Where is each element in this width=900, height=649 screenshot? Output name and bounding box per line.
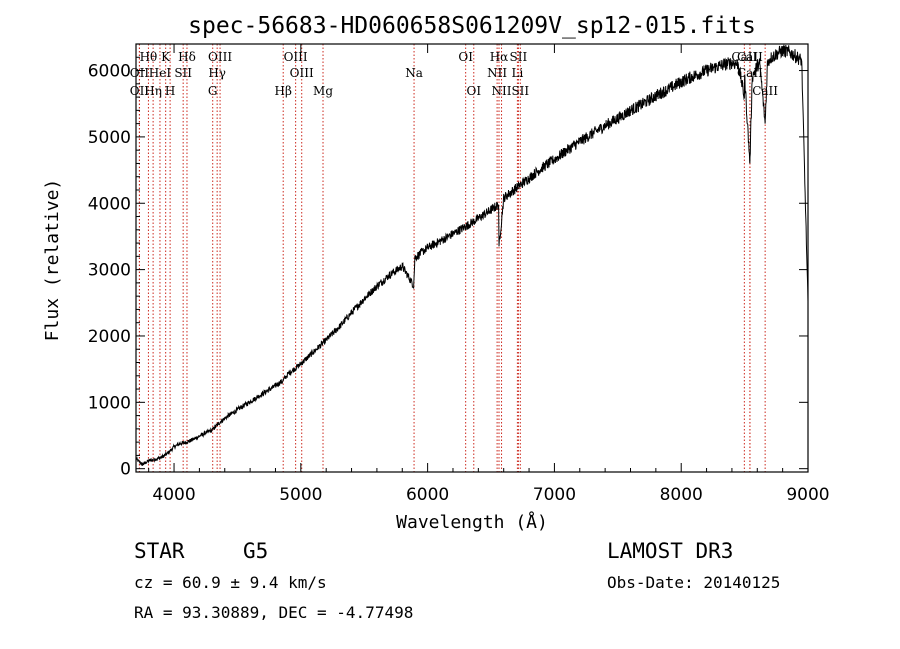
coordinates: RA = 93.30889, DEC = -4.77498 bbox=[134, 603, 414, 622]
spectral-line-label: SII bbox=[510, 50, 528, 64]
spectral-line-label: Hα bbox=[490, 50, 509, 64]
x-tick-label: 4000 bbox=[152, 485, 195, 505]
spectral-line-label: Na bbox=[405, 66, 423, 80]
x-tick-label: 8000 bbox=[660, 485, 703, 505]
spectral-line-label: OI bbox=[458, 50, 473, 64]
spectral-line-label: CaII bbox=[731, 50, 757, 64]
spectral-line-label: OIII bbox=[208, 50, 232, 64]
spectral-line-markers bbox=[138, 44, 766, 472]
y-tick-label: 1000 bbox=[88, 393, 131, 413]
y-tick-label: 5000 bbox=[88, 128, 131, 148]
spectral-line-label: Li bbox=[511, 66, 523, 80]
spectral-line-label: K bbox=[161, 50, 171, 64]
y-tick-label: 3000 bbox=[88, 261, 131, 281]
spectral-line-label: G bbox=[208, 84, 218, 98]
spectral-line-label: NII bbox=[492, 84, 512, 98]
observation-date: Obs-Date: 20140125 bbox=[607, 573, 781, 592]
redshift-value: cz = 60.9 ± 9.4 km/s bbox=[134, 573, 327, 592]
x-axis-label: Wavelength (Å) bbox=[396, 511, 548, 533]
y-tick-label: 2000 bbox=[88, 327, 131, 347]
spectral-line-label: CaII bbox=[752, 84, 778, 98]
spectral-line-label: Hδ bbox=[178, 50, 196, 64]
x-axis-ticks: 4000 5000 6000 7000 8000 9000 bbox=[148, 44, 830, 505]
y-tick-label: 0 bbox=[120, 460, 131, 480]
spectral-line-label: NII bbox=[487, 66, 507, 80]
plot-frame bbox=[135, 43, 809, 473]
y-axis-ticks: 0 1000 2000 3000 4000 5000 6000 bbox=[88, 56, 808, 480]
y-tick-label: 6000 bbox=[88, 62, 131, 82]
spectral-line-label: Hγ bbox=[208, 66, 226, 80]
x-tick-label: 7000 bbox=[533, 485, 576, 505]
object-class: STAR bbox=[134, 539, 185, 563]
y-tick-label: 4000 bbox=[88, 194, 131, 214]
spectral-line-label: OIII bbox=[284, 50, 308, 64]
spectral-line-label: HeI bbox=[149, 66, 172, 80]
spectral-line-label: SII bbox=[511, 84, 529, 98]
survey-name: LAMOST DR3 bbox=[607, 539, 734, 563]
chart-title: spec-56683-HD060658S061209V_sp12-015.fit… bbox=[188, 13, 756, 39]
y-axis-label: Flux (relative) bbox=[42, 179, 63, 342]
spectral-line-label: OI bbox=[466, 84, 481, 98]
spectral-line-label: OIII bbox=[290, 66, 314, 80]
x-tick-label: 6000 bbox=[406, 485, 449, 505]
spectral-line-label: H bbox=[165, 84, 175, 98]
spectral-line-label: OII bbox=[130, 66, 150, 80]
x-tick-label: 5000 bbox=[279, 485, 322, 505]
object-subclass: G5 bbox=[243, 539, 269, 563]
spectrum-series-line bbox=[135, 44, 809, 467]
spectral-line-label: Hβ bbox=[275, 84, 292, 98]
spectral-line-label: Mg bbox=[313, 84, 333, 98]
x-tick-label: 9000 bbox=[786, 485, 829, 505]
spectral-line-label: CaII bbox=[737, 50, 763, 64]
spectral-line-label: Hη bbox=[144, 84, 162, 98]
spectral-line-label: OII bbox=[130, 84, 150, 98]
spectral-line-label: Hθ bbox=[140, 50, 158, 64]
spectral-line-label: SII bbox=[174, 66, 192, 80]
